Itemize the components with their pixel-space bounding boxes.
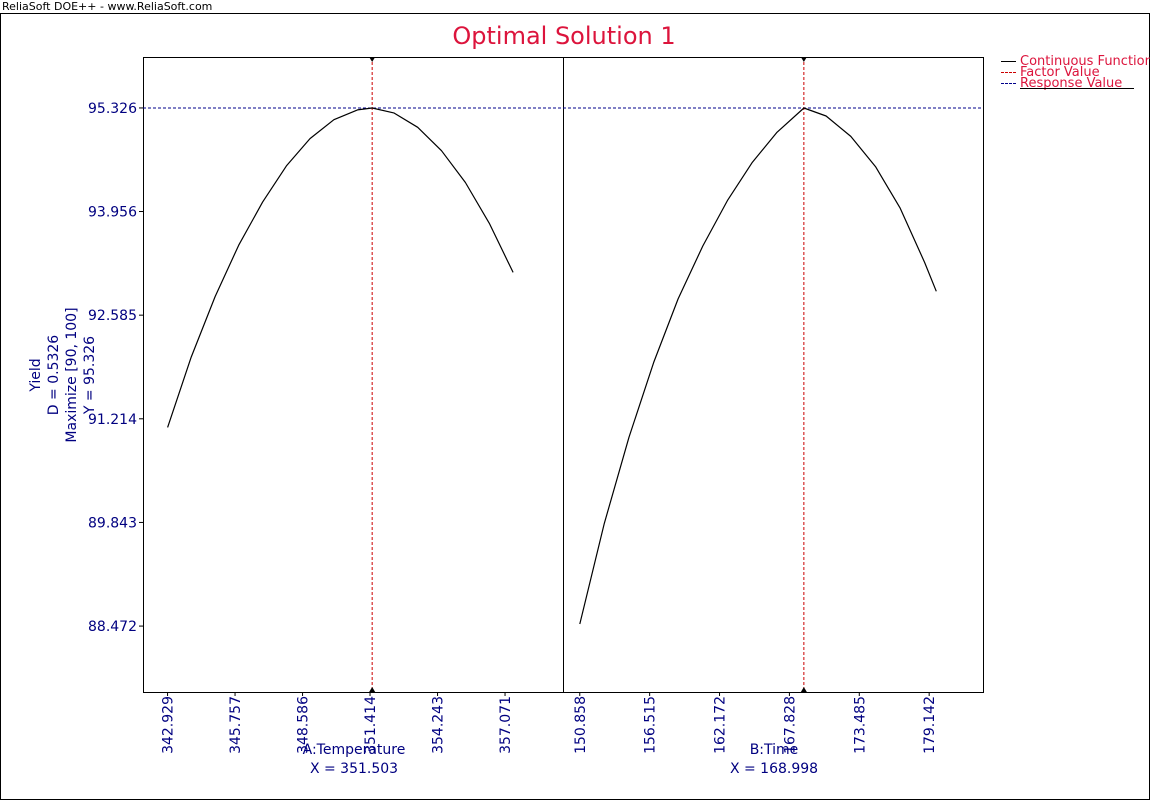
x-tick-label: 150.858 xyxy=(573,696,589,754)
continuous-function-curve xyxy=(167,107,514,428)
y-label-line: Maximize [90, 100] xyxy=(64,307,80,442)
factor-marker-bottom xyxy=(369,687,376,692)
y-label-line: D = 0.5326 xyxy=(46,335,62,415)
y-tick-label: 95.326 xyxy=(88,101,137,117)
y-axis-label: Yield D = 0.5326 Maximize [90, 100] Y = 95.… xyxy=(28,307,98,442)
y-tick-label: 92.585 xyxy=(88,308,137,324)
legend-swatch-factor xyxy=(1001,72,1016,73)
panel-b: 150.858 156.515 162.172 167.828 173.485 179.1… xyxy=(563,57,983,777)
y-label-line: Yield xyxy=(28,358,44,392)
factor-marker-top xyxy=(369,57,376,62)
app-watermark: ReliaSoft DOE++ - www.ReliaSoft.com xyxy=(2,0,213,13)
y-tick-label: 88.472 xyxy=(88,619,137,635)
x-tick-label: 156.515 xyxy=(643,696,659,754)
y-tick-label: 91.214 xyxy=(88,412,137,428)
y-tick-label: 89.843 xyxy=(88,515,137,531)
x-tick-label: 167.828 xyxy=(782,696,798,754)
x-tick-label: 357.071 xyxy=(498,696,514,754)
x-tick-label: 173.485 xyxy=(852,696,868,754)
legend-item-response: Response Value xyxy=(1001,76,1149,91)
x-tick-label: 348.586 xyxy=(296,696,312,754)
legend-label-response: Response Value xyxy=(1020,76,1123,91)
chart-title: Optimal Solution 1 xyxy=(452,22,676,50)
y-tick-labels: 95.326 93.956 92.585 91.214 89.843 88.472 xyxy=(88,101,143,635)
x-tick-label: 345.757 xyxy=(228,696,244,754)
legend-label-continuous: Continuous Function xyxy=(1020,54,1150,69)
legend-item-continuous: Continuous Function xyxy=(1001,54,1150,69)
y-tick-label: 93.956 xyxy=(88,205,137,221)
legend-label-factor: Factor Value xyxy=(1020,65,1100,80)
panels: 342.929 345.757 348.586 351.414 354.243 357.0… xyxy=(143,57,983,777)
legend-swatch-continuous xyxy=(1001,61,1016,62)
x-tick-label: 354.243 xyxy=(431,696,447,754)
x-tick-label: 342.929 xyxy=(161,696,177,754)
factor-marker-top xyxy=(800,57,807,62)
x-tick-label: 179.142 xyxy=(922,696,938,754)
legend: Continuous Function Factor Value Respons… xyxy=(1001,54,1150,91)
continuous-function-curve xyxy=(579,107,937,625)
x-axis-label: A:Temperature xyxy=(303,742,406,758)
y-label-line: Y = 95.326 xyxy=(82,336,98,415)
legend-swatch-response xyxy=(1001,83,1016,84)
factor-marker-bottom xyxy=(800,687,807,692)
x-tick-label: 351.414 xyxy=(363,696,379,754)
legend-underline xyxy=(1020,88,1134,89)
x-axis-label: B:Time xyxy=(750,742,799,758)
outer-border xyxy=(0,13,1150,800)
panel-a: 342.929 345.757 348.586 351.414 354.243 357.0… xyxy=(143,57,563,777)
x-value-label: X = 168.998 xyxy=(730,761,818,777)
panel-b-border xyxy=(563,57,984,693)
x-value-label: X = 351.503 xyxy=(310,761,398,777)
panel-a-border xyxy=(143,57,564,693)
legend-item-factor: Factor Value xyxy=(1001,65,1149,80)
x-tick-label: 162.172 xyxy=(713,696,729,754)
